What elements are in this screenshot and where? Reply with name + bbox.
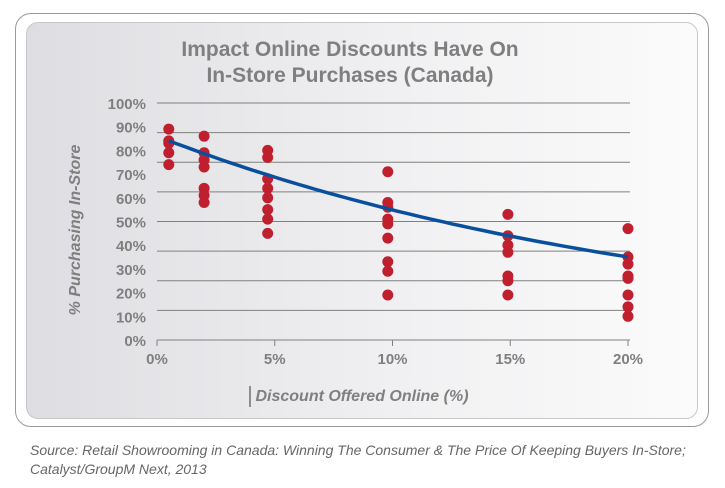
data-point: [262, 204, 274, 216]
data-point: [262, 182, 274, 194]
data-point: [622, 272, 634, 284]
data-point: [262, 152, 274, 164]
trend-line: [168, 139, 629, 259]
data-point: [622, 310, 634, 322]
x-tick-label: 0%: [146, 351, 168, 368]
chart-title-line-2: In-Store Purchases (Canada): [206, 64, 493, 87]
y-tick-label: 10%: [116, 309, 146, 326]
x-tick-label: 10%: [377, 351, 407, 368]
y-tick-label: 40%: [116, 238, 146, 255]
data-point: [198, 161, 210, 173]
data-point: [382, 256, 394, 268]
data-point: [382, 166, 394, 178]
data-point: [622, 289, 634, 301]
y-tick-label: 0%: [124, 333, 146, 350]
data-point: [502, 246, 514, 258]
y-axis-label: % Purchasing In-Store: [67, 145, 84, 316]
x-tick-label: 5%: [264, 351, 286, 368]
data-point: [382, 289, 394, 301]
data-point: [198, 197, 210, 209]
y-tick-label: 70%: [116, 167, 146, 184]
data-point: [502, 208, 514, 220]
data-point: [163, 123, 175, 135]
y-tick-label: 100%: [108, 96, 146, 113]
data-point: [622, 223, 634, 235]
data-point: [622, 301, 634, 313]
data-point: [198, 130, 210, 142]
x-tick-label: 15%: [495, 351, 525, 368]
chart-title-line-1: Impact Online Discounts Have On: [181, 38, 518, 61]
data-point: [622, 258, 634, 270]
y-tick-label: 20%: [116, 286, 146, 303]
data-point: [163, 159, 175, 171]
y-tick-label: 60%: [116, 191, 146, 208]
y-tick-label: 80%: [116, 143, 146, 160]
data-point: [382, 232, 394, 244]
x-tick-label: 20%: [613, 351, 643, 368]
y-tick-label: 90%: [116, 120, 146, 137]
y-tick-label: 50%: [116, 215, 146, 232]
data-point: [262, 213, 274, 225]
data-point: [382, 265, 394, 277]
data-point: [502, 289, 514, 301]
data-point: [502, 275, 514, 287]
x-axis-label: Discount Offered Online (%): [255, 388, 468, 405]
source-note: Source: Retail Showrooming in Canada: Wi…: [30, 442, 686, 477]
y-tick-label: 30%: [116, 262, 146, 279]
data-point: [382, 218, 394, 230]
data-point: [262, 192, 274, 204]
data-point: [163, 147, 175, 159]
data-point: [262, 227, 274, 239]
chart-background: [26, 22, 698, 419]
